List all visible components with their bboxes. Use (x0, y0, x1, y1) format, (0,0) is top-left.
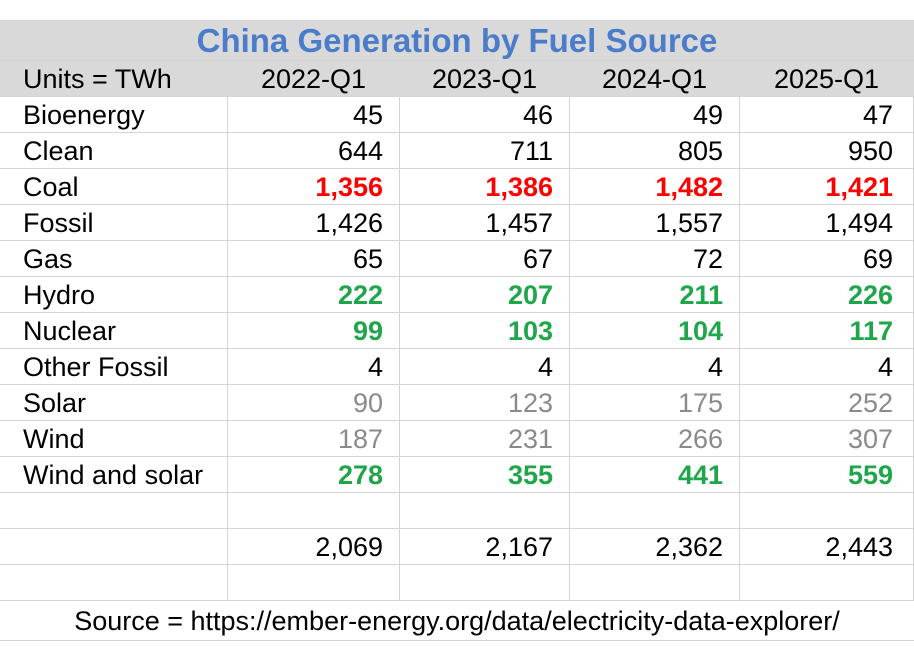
row-label[interactable]: Other Fossil (0, 349, 228, 385)
empty-cell[interactable] (0, 565, 228, 601)
column-header[interactable]: 2024-Q1 (570, 61, 740, 97)
value-cell[interactable]: 278 (228, 457, 400, 493)
value-cell[interactable]: 46 (400, 97, 570, 133)
value-cell[interactable]: 1,421 (740, 169, 914, 205)
value-cell[interactable]: 67 (400, 241, 570, 277)
value-cell[interactable]: 226 (740, 277, 914, 313)
value-cell[interactable]: 207 (400, 277, 570, 313)
value-cell[interactable]: 65 (228, 241, 400, 277)
value-cell[interactable]: 117 (740, 313, 914, 349)
empty-cell[interactable] (570, 493, 740, 529)
empty-cell[interactable] (740, 565, 914, 601)
value-cell[interactable]: 441 (570, 457, 740, 493)
value-cell[interactable]: 1,482 (570, 169, 740, 205)
table-row: Coal 1,356 1,386 1,482 1,421 (0, 169, 914, 205)
total-cell[interactable]: 2,362 (570, 529, 740, 565)
value-cell[interactable]: 1,426 (228, 205, 400, 241)
row-label[interactable]: Coal (0, 169, 228, 205)
row-label[interactable]: Wind (0, 421, 228, 457)
empty-cell[interactable] (740, 493, 914, 529)
value-cell[interactable]: 187 (228, 421, 400, 457)
table-row: Nuclear 99 103 104 117 (0, 313, 914, 349)
table-row: Bioenergy 45 46 49 47 (0, 97, 914, 133)
value-cell[interactable]: 355 (400, 457, 570, 493)
empty-cell[interactable] (0, 493, 228, 529)
table-row: Wind and solar 278 355 441 559 (0, 457, 914, 493)
table-row: Hydro 222 207 211 226 (0, 277, 914, 313)
value-cell[interactable]: 266 (570, 421, 740, 457)
value-cell[interactable]: 222 (228, 277, 400, 313)
total-cell[interactable]: 2,443 (740, 529, 914, 565)
column-header[interactable]: 2023-Q1 (400, 61, 570, 97)
value-cell[interactable]: 307 (740, 421, 914, 457)
column-header[interactable]: 2022-Q1 (228, 61, 400, 97)
value-cell[interactable]: 72 (570, 241, 740, 277)
value-cell[interactable]: 231 (400, 421, 570, 457)
footer-row: Source = https://ember-energy.org/data/e… (0, 601, 914, 641)
value-cell[interactable]: 175 (570, 385, 740, 421)
empty-row (0, 493, 914, 529)
empty-top-row (0, 0, 914, 21)
table-row: Clean 644 711 805 950 (0, 133, 914, 169)
empty-row (0, 565, 914, 601)
value-cell[interactable]: 90 (228, 385, 400, 421)
total-cell[interactable]: 2,069 (228, 529, 400, 565)
row-label[interactable]: Nuclear (0, 313, 228, 349)
value-cell[interactable]: 45 (228, 97, 400, 133)
empty-cell[interactable] (400, 493, 570, 529)
value-cell[interactable]: 559 (740, 457, 914, 493)
units-label[interactable]: Units = TWh (0, 61, 228, 97)
header-row: Units = TWh 2022-Q1 2023-Q1 2024-Q1 2025… (0, 61, 914, 97)
value-cell[interactable]: 1,457 (400, 205, 570, 241)
totals-row: 2,069 2,167 2,362 2,443 (0, 529, 914, 565)
value-cell[interactable]: 4 (570, 349, 740, 385)
value-cell[interactable]: 950 (740, 133, 914, 169)
column-header[interactable]: 2025-Q1 (740, 61, 914, 97)
empty-cell[interactable] (570, 565, 740, 601)
source-note[interactable]: Source = https://ember-energy.org/data/e… (0, 601, 914, 641)
row-label[interactable]: Bioenergy (0, 97, 228, 133)
value-cell[interactable]: 4 (740, 349, 914, 385)
value-cell[interactable]: 711 (400, 133, 570, 169)
value-cell[interactable]: 49 (570, 97, 740, 133)
value-cell[interactable]: 1,494 (740, 205, 914, 241)
value-cell[interactable]: 644 (228, 133, 400, 169)
row-label[interactable]: Wind and solar (0, 457, 228, 493)
value-cell[interactable]: 4 (400, 349, 570, 385)
total-cell[interactable]: 2,167 (400, 529, 570, 565)
empty-cell[interactable] (400, 565, 570, 601)
row-label[interactable]: Hydro (0, 277, 228, 313)
value-cell[interactable]: 69 (740, 241, 914, 277)
table-title: China Generation by Fuel Source (196, 22, 718, 59)
value-cell[interactable]: 103 (400, 313, 570, 349)
empty-cell[interactable] (228, 565, 400, 601)
value-cell[interactable]: 99 (228, 313, 400, 349)
empty-cell[interactable] (0, 529, 228, 565)
table-row: Other Fossil 4 4 4 4 (0, 349, 914, 385)
table-row: Gas 65 67 72 69 (0, 241, 914, 277)
table-row: Solar 90 123 175 252 (0, 385, 914, 421)
empty-cell[interactable] (228, 493, 400, 529)
value-cell[interactable]: 211 (570, 277, 740, 313)
value-cell[interactable]: 1,386 (400, 169, 570, 205)
value-cell[interactable]: 4 (228, 349, 400, 385)
value-cell[interactable]: 47 (740, 97, 914, 133)
row-label[interactable]: Gas (0, 241, 228, 277)
value-cell[interactable]: 104 (570, 313, 740, 349)
value-cell[interactable]: 123 (400, 385, 570, 421)
row-label[interactable]: Fossil (0, 205, 228, 241)
value-cell[interactable]: 252 (740, 385, 914, 421)
value-cell[interactable]: 805 (570, 133, 740, 169)
title-row: China Generation by Fuel Source (0, 21, 914, 61)
table-row: Wind 187 231 266 307 (0, 421, 914, 457)
value-cell[interactable]: 1,557 (570, 205, 740, 241)
row-label[interactable]: Solar (0, 385, 228, 421)
value-cell[interactable]: 1,356 (228, 169, 400, 205)
row-label[interactable]: Clean (0, 133, 228, 169)
table-row: Fossil 1,426 1,457 1,557 1,494 (0, 205, 914, 241)
